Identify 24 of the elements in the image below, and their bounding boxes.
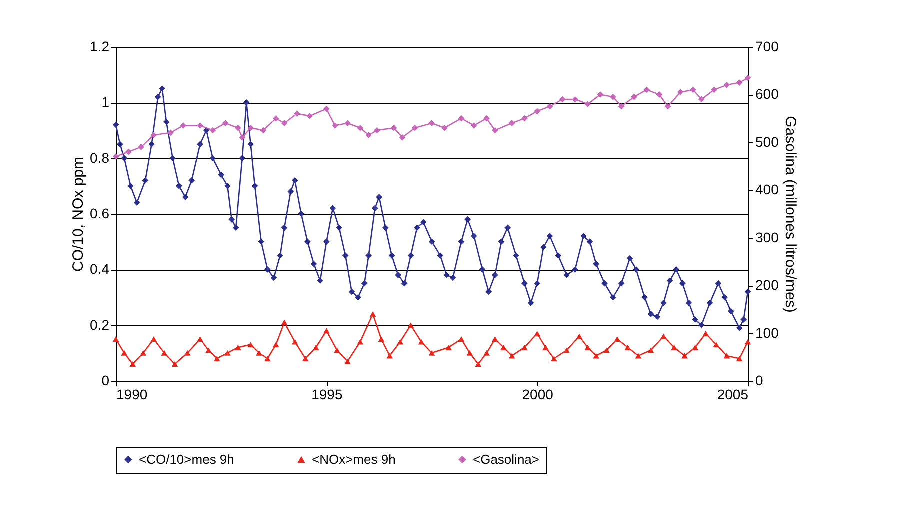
y2-tick-label: 400 <box>756 182 780 198</box>
y-tick-label: 1 <box>102 94 110 110</box>
y-tick-label: 0.8 <box>90 150 110 166</box>
x-tick-label: 2000 <box>522 386 554 402</box>
y2-tick-label: 600 <box>756 86 780 102</box>
y2-tick-label: 0 <box>756 372 764 388</box>
y-tick-label: 0.6 <box>90 206 110 222</box>
x-tick-label: 1995 <box>312 386 343 402</box>
legend-label: <CO/10>mes 9h <box>139 452 234 467</box>
x-tick-label: 2005 <box>717 386 749 402</box>
y2-tick-label: 500 <box>756 134 780 150</box>
legend-label: <NOx>mes 9h <box>312 452 396 467</box>
x-tick-label: 1990 <box>116 386 148 402</box>
legend-label: <Gasolina> <box>473 452 540 467</box>
y2-tick-label: 700 <box>756 38 780 54</box>
y-axis-title: CO/10, NOx ppm <box>70 156 88 272</box>
y-tick-label: 0 <box>102 372 110 388</box>
y2-tick-label: 300 <box>756 229 780 246</box>
y-tick-label: 0.2 <box>90 316 110 333</box>
y-tick-label: 0.4 <box>90 261 110 278</box>
y2-tick-label: 200 <box>756 277 780 294</box>
y-tick-label: 1.2 <box>90 38 110 54</box>
y2-tick-label: 100 <box>756 324 780 341</box>
y2-axis-title: Gasolina (millones litros/mes) <box>782 116 799 313</box>
